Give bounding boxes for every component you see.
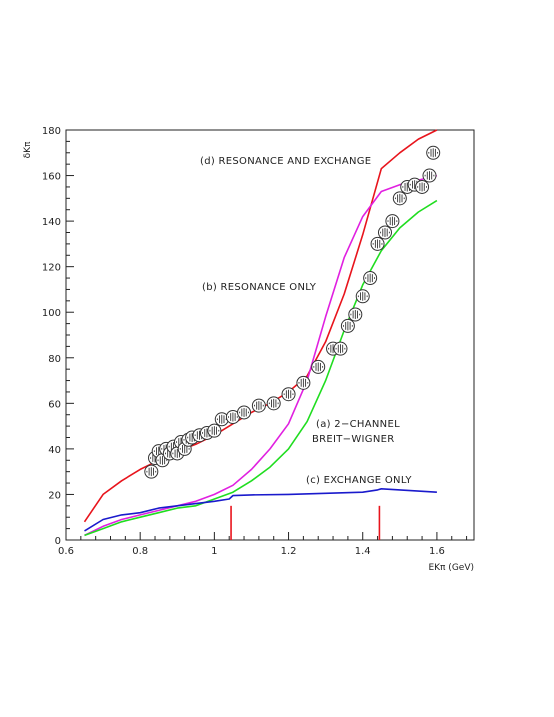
annotation-two-channel: (a) 2−CHANNEL — [316, 419, 400, 430]
data-point — [281, 387, 296, 402]
data-point — [144, 464, 159, 479]
data-point — [266, 396, 281, 411]
y-tick-label: 100 — [42, 308, 61, 319]
data-point — [377, 225, 392, 240]
data-point — [296, 375, 311, 390]
data-point — [363, 271, 378, 286]
y-tick-label: 40 — [48, 445, 61, 456]
annotation-breit-wigner: BREIT−WIGNER — [312, 434, 395, 445]
plot-frame — [65, 129, 475, 541]
annotation-exchange-only: (c) EXCHANGE ONLY — [306, 475, 412, 486]
y-axis: 0 20 40 60 80 100 120 140 160 180 — [42, 126, 74, 547]
data-points — [144, 145, 441, 479]
y-axis-label: δKπ — [23, 141, 33, 158]
x-axis-label: EKπ (GeV) — [428, 563, 474, 573]
threshold-markers — [230, 505, 381, 540]
data-point — [426, 145, 441, 160]
data-point — [370, 236, 385, 251]
x-tick-label: 0.8 — [132, 546, 148, 557]
y-tick-label: 80 — [48, 354, 61, 365]
y-tick-label: 120 — [42, 263, 61, 274]
curve-resonance-and-exchange — [83, 129, 438, 523]
y-tick-label: 20 — [48, 490, 61, 501]
data-point — [392, 191, 407, 206]
curve-resonance-only — [84, 174, 438, 537]
curve-exchange-only — [84, 488, 437, 532]
x-axis: 0.6 0.8 1 1.2 1.4 1.6 — [58, 532, 468, 557]
data-point — [251, 398, 266, 413]
data-point — [422, 168, 437, 183]
y-tick-label: 60 — [48, 399, 61, 410]
data-point — [348, 307, 363, 322]
data-point — [340, 318, 355, 333]
data-point — [333, 341, 348, 356]
x-tick-label: 1.2 — [281, 546, 297, 557]
y-tick-label: 140 — [42, 217, 61, 228]
annotation-resonance-only: (b) RESONANCE ONLY — [202, 282, 317, 293]
data-point — [311, 359, 326, 374]
x-tick-label: 0.6 — [58, 546, 74, 557]
data-point — [385, 214, 400, 229]
data-point — [237, 405, 252, 420]
annotation-resonance-and-exchange: (d) RESONANCE AND EXCHANGE — [200, 156, 371, 167]
curve-two-channel-breit-wigner — [84, 199, 438, 537]
x-tick-label: 1.4 — [355, 546, 371, 557]
data-point — [225, 410, 240, 424]
x-tick-label: 1 — [211, 546, 217, 557]
y-tick-label: 0 — [55, 536, 61, 547]
data-point — [207, 423, 222, 438]
data-point — [355, 289, 370, 304]
data-point — [214, 412, 229, 427]
y-tick-label: 160 — [42, 172, 61, 183]
data-point — [415, 179, 430, 194]
y-tick-label: 180 — [42, 126, 61, 137]
x-tick-label: 1.6 — [429, 546, 445, 557]
